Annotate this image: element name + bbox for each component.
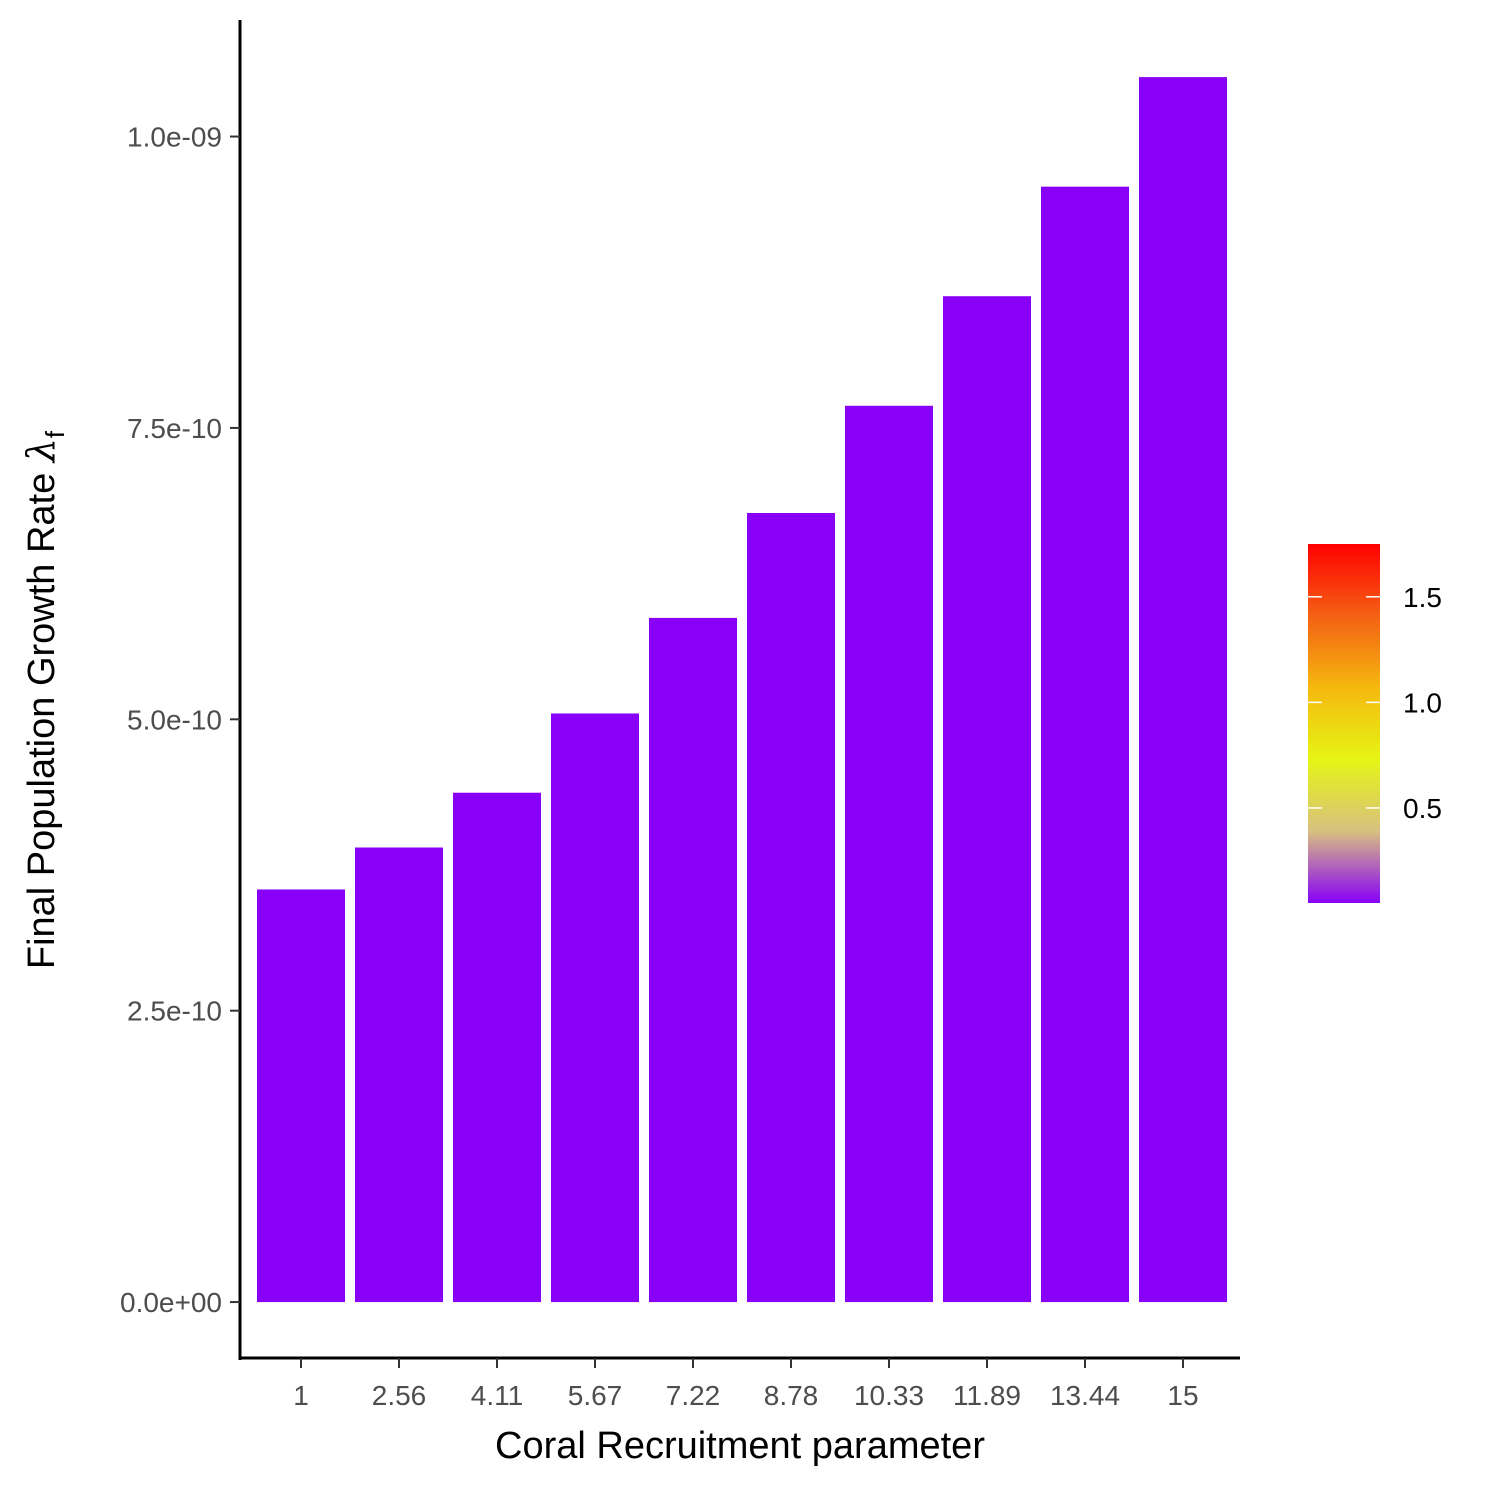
x-tick-label: 15 [1167,1380,1198,1411]
bar [257,889,345,1303]
x-tick-label: 7.22 [666,1380,721,1411]
bar [453,792,541,1303]
x-ticks-group: 1 2.56 4.11 5.67 7.22 8.78 10.33 11.89 13.44 15 [293,1358,1199,1411]
x-tick-label: 13.44 [1050,1380,1120,1411]
legend-tick-label: 1.0 [1403,687,1442,718]
bar [551,713,639,1303]
x-tick-label: 10.33 [854,1380,924,1411]
y-tick-label: 2.5e-10 [127,996,222,1027]
bar [943,296,1031,1303]
bar [845,405,933,1303]
x-axis-title: Coral Recruitment parameter [495,1425,985,1467]
x-tick-label: 11.89 [953,1380,1021,1411]
legend-tick-label: 0.5 [1403,793,1442,824]
y-tick-label: 5.0e-10 [127,704,222,735]
x-tick-label: 2.56 [372,1380,427,1411]
y-tick-label: 7.5e-10 [127,413,222,444]
bar [355,847,443,1303]
y-ticks-group: 0.0e+00 2.5e-10 5.0e-10 7.5e-10 1.0e-09 [120,122,240,1318]
axes-group [238,20,1240,1360]
legend-tick-label: 1.5 [1403,582,1442,613]
legend-ticks-group: 0.5 1.0 1.5 [1308,582,1442,824]
bar [1139,77,1227,1303]
x-tick-label: 5.67 [568,1380,623,1411]
bar [1041,186,1129,1303]
bar [747,513,835,1303]
x-tick-label: 1 [293,1380,309,1411]
y-axis-title: Final Population Growth Rate λf [19,430,70,969]
y-tick-label: 0.0e+00 [120,1287,222,1318]
color-legend: 0.5 1.0 1.5 [1308,544,1442,903]
x-tick-label: 4.11 [471,1380,523,1411]
y-axis-title-subscript: f [40,430,70,438]
y-tick-label: 1.0e-09 [127,122,222,153]
color-bar [1308,544,1380,903]
bar [649,617,737,1303]
bars-group [257,77,1227,1303]
x-tick-label: 8.78 [764,1380,819,1411]
y-axis-title-symbol: λ [19,438,63,464]
y-axis-title-main: Final Population Growth Rate [21,462,63,969]
